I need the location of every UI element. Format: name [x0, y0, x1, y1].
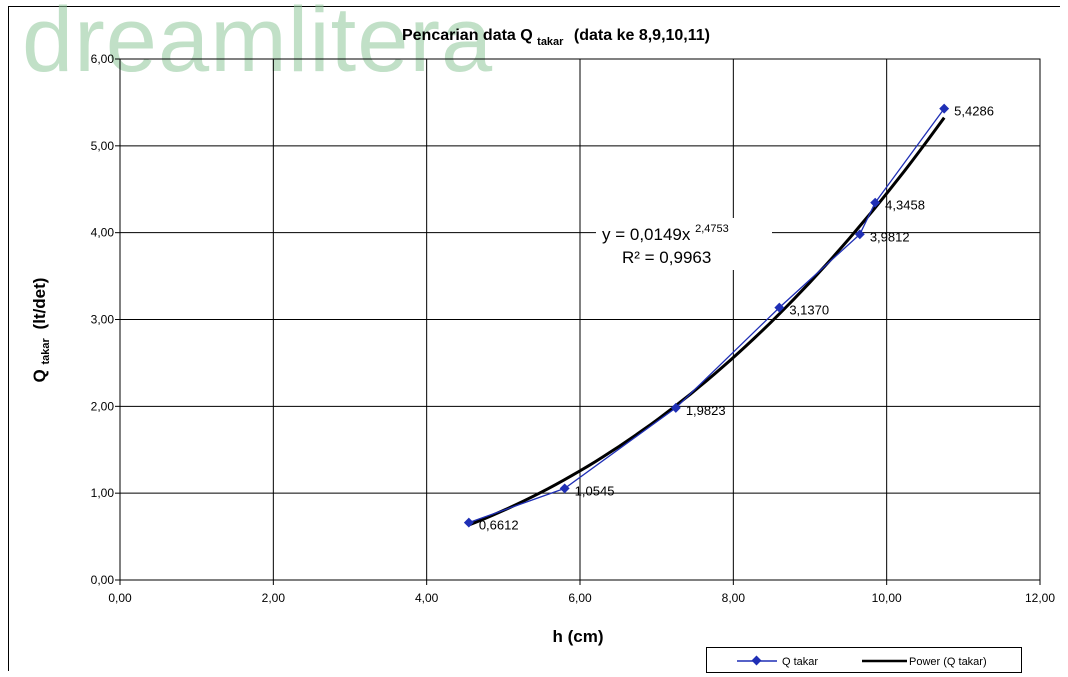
- y-tick-label: 4,00: [91, 226, 115, 240]
- data-label: 4,3458: [885, 198, 925, 213]
- chart-title-tail: (data ke 8,9,10,11): [574, 27, 710, 44]
- data-label: 1,0545: [575, 483, 615, 498]
- y-tick-label: 2,00: [91, 399, 115, 413]
- y-tick-label: 6,00: [91, 52, 115, 66]
- chart-title-sub: takar: [537, 36, 564, 48]
- x-axis-label: h (cm): [553, 627, 604, 646]
- legend-label-power: Power (Q takar): [909, 656, 987, 668]
- y-axis-label-sub: takar: [40, 337, 52, 364]
- power-trendline: [468, 116, 946, 527]
- chart-title: Pencarian data Q takar (data ke 8,9,10,1…: [402, 27, 710, 49]
- x-tick-label: 8,00: [722, 591, 746, 605]
- data-point: [463, 517, 474, 528]
- data-point: [870, 197, 881, 208]
- y-tick-label: 1,00: [91, 486, 115, 500]
- y-tick-label: 5,00: [91, 139, 115, 153]
- data-point: [670, 402, 681, 413]
- watermark: dreamlitera: [22, 0, 494, 91]
- x-tick-label: 4,00: [415, 591, 439, 605]
- legend-label-q-takar: Q takar: [782, 656, 818, 668]
- data-point: [854, 229, 865, 240]
- series-line-q-takar: [468, 108, 945, 524]
- chart-frame: [8, 6, 1060, 671]
- data-label: 5,4286: [954, 104, 994, 119]
- trendline-group: [468, 116, 946, 527]
- y-axis-label-main: Q: [30, 369, 49, 382]
- y-tick-label: 3,00: [91, 313, 115, 327]
- x-tick-label: 2,00: [262, 591, 286, 605]
- x-tick-label: 0,00: [108, 591, 132, 605]
- equation-background: [596, 218, 772, 270]
- data-label: 1,9823: [686, 403, 726, 418]
- data-point: [939, 103, 950, 114]
- legend: Q takar Power (Q takar): [706, 647, 1022, 673]
- ticks: 0,00 2,00 4,00 6,00 8,00 10,00 12,00 0,00 1,00 2,…: [91, 52, 1056, 605]
- chart-title-main: Pencarian data Q: [402, 27, 533, 44]
- x-tick-label: 6,00: [568, 591, 592, 605]
- y-axis-label: Q takar (lt/det): [30, 278, 53, 383]
- x-tick-label: 12,00: [1025, 591, 1055, 605]
- equation-exponent: 2,4753: [695, 223, 729, 235]
- y-tick-label: 0,00: [91, 573, 115, 587]
- data-label: 0,6612: [479, 518, 519, 533]
- equation-text: y = 0,0149x 2,4753: [602, 223, 729, 244]
- legend-marker-q-takar: [751, 655, 762, 666]
- data-labels: 0,6612 1,0545 1,9823 3,1370 3,9812 4,3458 5,42…: [479, 104, 994, 533]
- equation-r2: R² = 0,9963: [622, 248, 711, 267]
- data-label: 3,9812: [870, 229, 910, 244]
- x-tick-label: 10,00: [872, 591, 902, 605]
- series-group: [463, 103, 950, 528]
- grid: [119, 58, 1041, 581]
- equation-y: y = 0,0149x: [602, 225, 691, 244]
- y-axis-label-tail: (lt/det): [30, 278, 49, 330]
- data-label: 3,1370: [789, 303, 829, 318]
- data-point: [559, 483, 570, 494]
- axes: [115, 58, 1041, 585]
- data-point: [774, 302, 785, 313]
